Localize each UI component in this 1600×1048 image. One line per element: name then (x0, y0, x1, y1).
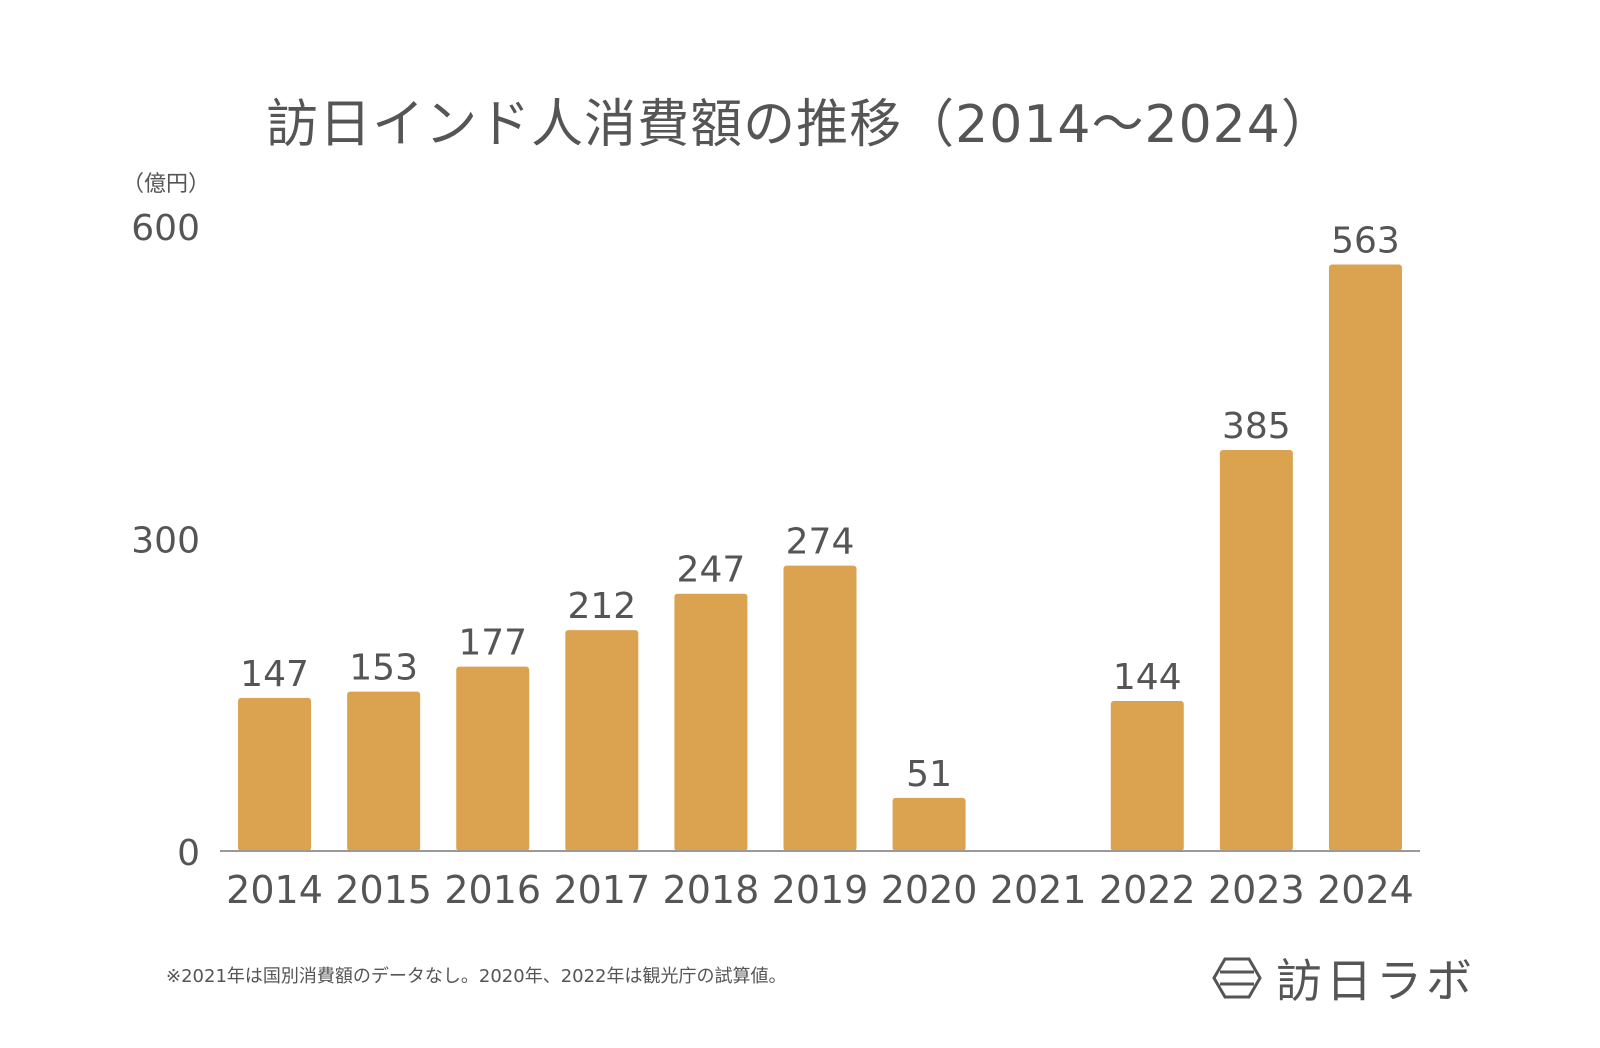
bar (674, 593, 748, 851)
bar-chart: 0 300 600 147 2014 153 2015 177 2016 212 2017 247 20… (131, 208, 1420, 912)
data-label: 274 (786, 522, 855, 563)
x-tick-label: 2015 (335, 868, 432, 912)
bar (1110, 701, 1184, 851)
y-tick-label: 0 (177, 833, 200, 874)
bar (1328, 264, 1402, 852)
x-tick-label: 2023 (1208, 868, 1305, 912)
bar (456, 666, 530, 851)
x-tick-label: 2021 (990, 868, 1087, 912)
data-label: 177 (458, 623, 527, 664)
x-tick-label: 2022 (1099, 868, 1196, 912)
y-tick-label: 600 (131, 208, 200, 249)
bar (783, 565, 857, 851)
x-tick-label: 2020 (881, 868, 978, 912)
data-label: 147 (240, 654, 309, 695)
data-label: 385 (1222, 406, 1291, 447)
data-label: 153 (349, 648, 418, 689)
x-tick-label: 2024 (1317, 868, 1414, 912)
chart-title: 訪日インド人消費額の推移（2014〜2024） (266, 95, 1334, 155)
bar (1219, 449, 1293, 851)
data-label: 144 (1113, 657, 1182, 698)
bar (892, 797, 966, 851)
y-axis-unit-label: （億円） (122, 172, 211, 197)
data-label: 212 (567, 586, 636, 627)
x-tick-label: 2016 (444, 868, 541, 912)
footnote: ※2021年は国別消費額のデータなし。2020年、2022年は観光庁の試算値。 (166, 966, 787, 987)
brand-logo: 訪日ラボ (1212, 950, 1476, 1008)
hexagon-logo-icon (1212, 957, 1262, 999)
bar (238, 697, 312, 851)
y-tick-label: 300 (131, 521, 200, 562)
x-tick-label: 2019 (772, 868, 869, 912)
x-tick-label: 2018 (663, 868, 760, 912)
data-label: 51 (906, 754, 952, 795)
brand-logo-text: 訪日ラボ (1276, 954, 1476, 1008)
bar (565, 630, 639, 851)
bar (347, 691, 421, 851)
data-label: 563 (1331, 221, 1400, 262)
x-tick-label: 2017 (553, 868, 650, 912)
x-tick-label: 2014 (226, 868, 323, 912)
data-label: 247 (677, 550, 746, 591)
